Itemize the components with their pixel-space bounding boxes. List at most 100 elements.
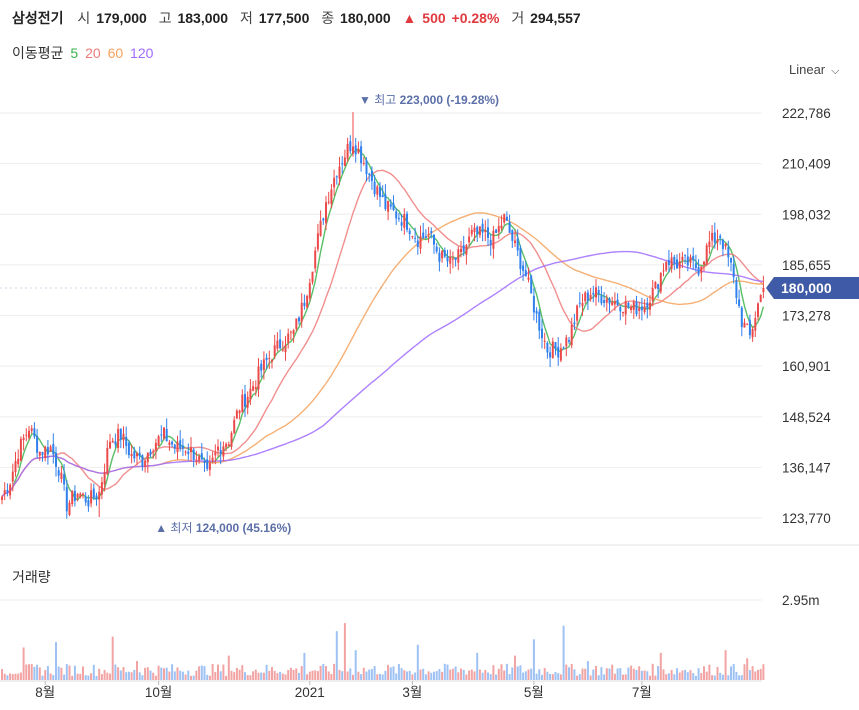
candle-body: [470, 229, 473, 235]
candle-body: [721, 239, 724, 249]
high-value: 183,000: [177, 10, 229, 26]
volume-bar: [30, 663, 33, 680]
volume-bar: [743, 664, 746, 680]
candle-body: [100, 482, 103, 495]
candle-body: [743, 322, 746, 328]
candle-body: [454, 257, 457, 261]
current-price-badge: [766, 277, 859, 300]
volume-bar: [465, 674, 468, 680]
volume-bar: [622, 674, 624, 680]
candle-body: [522, 265, 525, 271]
x-tick-label: 2021: [295, 685, 325, 700]
volume-bar: [73, 665, 76, 680]
volume-bar: [163, 668, 165, 680]
candle-body: [30, 428, 33, 431]
candle-body: [25, 434, 28, 436]
candle-body: [751, 329, 754, 338]
low-annotation: ▲ 최저 124,000 (45.16%): [155, 521, 291, 535]
volume-bar: [416, 644, 419, 680]
volume-bar: [635, 669, 638, 680]
candle-body: [335, 176, 338, 178]
volume-bar: [616, 668, 619, 680]
volume-bar: [457, 672, 460, 680]
volume-bar: [95, 675, 98, 680]
volume-bar: [686, 672, 689, 680]
candle-body: [52, 443, 55, 455]
candle-body: [349, 141, 352, 152]
volume-bar: [190, 675, 192, 680]
volume-bar: [82, 666, 84, 680]
candle-body: [754, 318, 757, 331]
candle-body: [762, 288, 765, 293]
candle-body: [711, 232, 714, 241]
change-up-icon: ▲: [402, 10, 417, 26]
volume-bar: [176, 667, 179, 680]
volume-bar: [98, 668, 101, 680]
volume-bar: [109, 673, 111, 680]
candle-body: [686, 256, 689, 266]
candle-body: [562, 347, 565, 349]
volume-bar: [492, 665, 495, 680]
candle-body: [90, 490, 93, 504]
close-label: 종: [321, 10, 335, 26]
candle-body: [338, 166, 341, 179]
x-tick-label: 5월: [524, 685, 544, 700]
candle-body: [298, 317, 300, 322]
candle-body: [514, 240, 516, 244]
y-tick-label: 222,786: [782, 106, 831, 121]
volume-bar: [41, 675, 44, 680]
candle-body: [257, 366, 260, 390]
candle-body: [28, 430, 30, 439]
ma-120[interactable]: 120: [130, 45, 154, 61]
candle-body: [154, 442, 157, 451]
candle-body: [314, 250, 317, 269]
volume-bar: [489, 674, 492, 680]
candle-body: [181, 445, 184, 449]
volume-bar: [28, 664, 30, 680]
volume-bar: [9, 673, 12, 680]
candle-body: [435, 246, 438, 252]
volume-bar: [1, 668, 3, 680]
candle-body: [103, 471, 106, 485]
candle-body: [724, 243, 727, 247]
volume-bar: [217, 664, 219, 680]
volume-bar: [654, 675, 657, 680]
volume-bar: [327, 671, 330, 680]
candle-body: [508, 221, 511, 233]
volume-bar: [249, 675, 252, 680]
candle-body: [122, 433, 125, 441]
candle-body: [657, 284, 660, 289]
volume-bar: [195, 670, 198, 680]
ma-60[interactable]: 60: [107, 45, 124, 61]
candle-body: [694, 263, 697, 269]
candle-body: [203, 461, 206, 463]
volume-bar: [751, 666, 754, 680]
volume-bar: [65, 664, 68, 680]
candle-body: [635, 301, 638, 315]
candle-body: [732, 263, 735, 278]
candle-body: [163, 427, 165, 439]
candle-body: [211, 457, 214, 461]
scale-dropdown[interactable]: Linear ⌵: [789, 62, 859, 78]
volume-bar: [613, 673, 616, 680]
candle-body: [82, 493, 84, 495]
volume-bar: [586, 661, 589, 680]
candle-body: [44, 446, 47, 459]
volume-bar: [433, 671, 435, 680]
volume-bar: [206, 674, 209, 680]
candle-body: [673, 256, 676, 263]
ma-20[interactable]: 20: [85, 45, 101, 61]
volume-bar: [541, 674, 543, 680]
volume-bar: [414, 672, 417, 680]
volume-bar: [565, 664, 568, 680]
candle-body: [36, 436, 39, 453]
candle-body: [573, 322, 576, 325]
candle-body: [333, 177, 336, 188]
ma-5[interactable]: 5: [70, 45, 79, 61]
x-tick-label: 3월: [402, 685, 422, 700]
y-tick-label: 173,278: [782, 309, 831, 324]
candle-body: [638, 308, 641, 312]
candle-body: [608, 298, 611, 304]
volume-bar: [462, 669, 465, 680]
